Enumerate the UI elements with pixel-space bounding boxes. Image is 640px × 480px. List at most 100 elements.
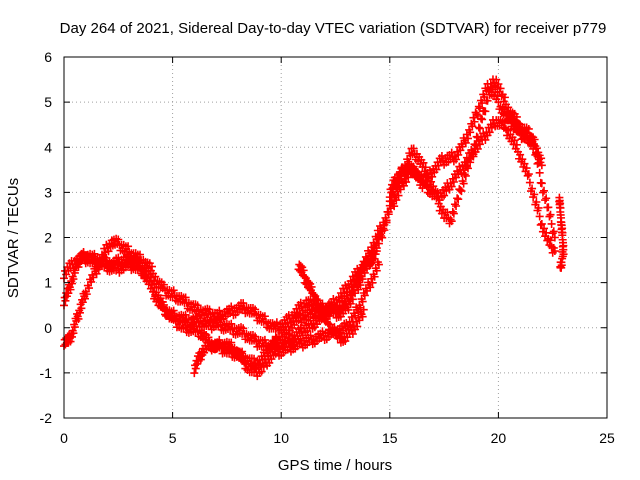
data-point-marker xyxy=(481,107,490,116)
data-point-marker xyxy=(481,135,490,144)
data-point-marker xyxy=(69,275,78,284)
data-point-marker xyxy=(87,277,96,286)
data-point-marker xyxy=(136,250,145,259)
data-point-marker xyxy=(392,196,401,205)
data-point-marker xyxy=(473,111,482,120)
data-point-marker xyxy=(478,115,487,124)
data-point-marker xyxy=(470,117,479,126)
data-point-marker xyxy=(433,192,442,201)
data-point-marker xyxy=(367,259,376,268)
data-point-marker xyxy=(480,92,489,101)
data-point-marker xyxy=(125,255,134,264)
data-point-marker xyxy=(92,269,101,278)
data-point-marker xyxy=(446,215,455,224)
data-point-marker xyxy=(74,314,83,323)
data-point-marker xyxy=(492,75,501,84)
data-point-marker xyxy=(546,236,555,245)
data-point-marker xyxy=(550,233,559,242)
data-point-marker xyxy=(556,262,565,271)
data-point-marker xyxy=(449,209,458,218)
data-point-marker xyxy=(535,168,544,177)
data-point-marker xyxy=(191,364,200,373)
y-tick-label: 5 xyxy=(44,94,52,110)
data-point-marker xyxy=(550,247,559,256)
x-tick-label: 5 xyxy=(169,430,177,446)
data-point-marker xyxy=(193,301,202,310)
data-point-marker xyxy=(544,203,553,212)
data-point-marker xyxy=(356,281,365,290)
y-tick-label: 1 xyxy=(44,275,52,291)
data-point-marker xyxy=(516,150,525,159)
data-point-marker xyxy=(251,305,260,314)
data-point-marker xyxy=(348,329,357,338)
data-point-marker xyxy=(493,91,502,100)
data-point-marker xyxy=(466,158,475,167)
data-point-marker xyxy=(69,329,78,338)
data-point-marker xyxy=(449,177,458,186)
data-point-marker xyxy=(483,79,492,88)
data-point-marker xyxy=(66,337,75,346)
data-point-marker xyxy=(70,323,79,332)
data-point-marker xyxy=(387,188,396,197)
data-point-marker xyxy=(80,294,89,303)
data-point-marker xyxy=(170,312,179,321)
data-point-marker xyxy=(146,273,155,282)
data-point-marker xyxy=(79,249,88,258)
data-point-marker xyxy=(368,278,377,287)
data-point-marker xyxy=(390,202,399,211)
data-point-marker xyxy=(61,296,70,305)
data-point-marker xyxy=(380,226,389,235)
data-point-marker xyxy=(346,299,355,308)
axis-ticks: 0 5 10 15 20 25 -2 -1 0 1 2 3 4 5 6 xyxy=(40,49,615,446)
data-point-marker xyxy=(461,171,470,180)
x-tick-label: 25 xyxy=(599,430,615,446)
data-point-marker xyxy=(485,128,494,137)
data-point-marker xyxy=(542,194,551,203)
data-point-marker xyxy=(429,182,438,191)
data-point-marker xyxy=(468,122,477,131)
data-point-marker xyxy=(546,210,555,219)
data-point-marker xyxy=(372,266,381,275)
data-point-marker xyxy=(534,203,543,212)
data-point-marker xyxy=(377,231,386,240)
data-point-marker xyxy=(540,186,549,195)
data-point-marker xyxy=(447,182,456,191)
data-point-marker xyxy=(392,180,401,189)
data-point-marker xyxy=(378,233,387,242)
data-point-marker xyxy=(452,201,461,210)
y-tick-label: 3 xyxy=(44,184,52,200)
data-point-marker xyxy=(354,285,363,294)
data-point-marker xyxy=(409,144,418,153)
data-point-marker xyxy=(227,338,236,347)
data-point-marker xyxy=(463,134,472,143)
x-tick-label: 15 xyxy=(382,430,398,446)
data-point-marker xyxy=(520,159,529,168)
data-point-marker xyxy=(70,268,79,277)
data-point-marker xyxy=(369,254,378,263)
data-point-marker xyxy=(454,195,463,204)
data-point-marker xyxy=(537,154,546,163)
data-point-marker xyxy=(322,312,331,321)
data-point-marker xyxy=(475,124,484,133)
data-point-marker xyxy=(82,290,91,299)
data-point-marker xyxy=(260,312,269,321)
data-point-marker xyxy=(347,280,356,289)
data-point-marker xyxy=(510,136,519,145)
data-point-marker xyxy=(379,224,388,233)
data-point-marker xyxy=(150,283,159,292)
data-point-marker xyxy=(344,305,353,314)
data-point-marker xyxy=(343,287,352,296)
series-track-c xyxy=(60,246,381,372)
data-point-marker xyxy=(239,324,248,333)
data-point-marker xyxy=(359,305,368,314)
series-track-a xyxy=(60,115,559,355)
plot-frame xyxy=(63,56,608,419)
x-tick-label: 20 xyxy=(491,430,507,446)
data-point-marker xyxy=(472,132,481,141)
data-point-marker xyxy=(432,194,441,203)
data-point-marker xyxy=(190,369,199,378)
data-point-marker xyxy=(349,275,358,284)
x-axis-title: GPS time / hours xyxy=(278,457,392,474)
data-point-marker xyxy=(528,184,537,193)
